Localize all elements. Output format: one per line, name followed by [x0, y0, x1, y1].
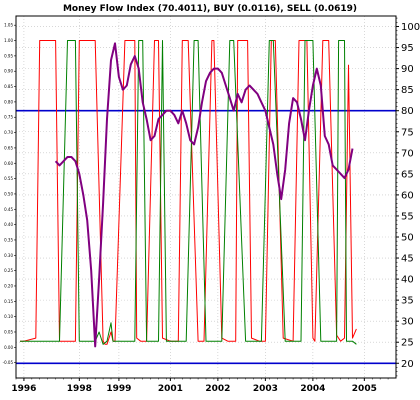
right-tick-label: 45	[401, 254, 414, 265]
right-tick-label: 65	[401, 169, 414, 180]
left-tick-label: 0.10	[4, 314, 13, 319]
right-tick-label: 35	[401, 296, 414, 307]
series-buy-line	[20, 40, 357, 345]
left-tick-label: 1.00	[4, 38, 13, 43]
x-tick-label: 1999	[106, 384, 131, 394]
left-axis: -0.05 0.00 0.05 0.10 0.15 0.20 0.25 0.30 0.35 0.4…	[3, 23, 16, 365]
left-tick-label: 0.90	[4, 69, 13, 74]
series-sell-line	[20, 40, 357, 345]
right-tick-label: 85	[401, 85, 414, 96]
left-tick-label: 0.20	[4, 283, 13, 288]
left-tick-label: 0.25	[4, 268, 13, 273]
x-axis: 1996 1998 1999 2001 2002 2003 2004 2005	[11, 378, 389, 394]
x-tick-label: 2005	[352, 384, 377, 394]
left-tick-label: 0.75	[4, 115, 13, 120]
right-tick-label: 30	[401, 317, 414, 328]
right-tick-label: 20	[401, 359, 414, 370]
left-tick-label: -0.05	[3, 360, 14, 365]
left-tick-label: 0.95	[4, 53, 13, 58]
left-tick-label: 0.60	[4, 161, 13, 166]
left-tick-label: 0.50	[4, 191, 13, 196]
left-tick-label: 0.85	[4, 84, 13, 89]
left-tick-label: 0.80	[4, 99, 13, 104]
x-tick-label: 2004	[300, 384, 325, 394]
right-tick-label: 40	[401, 275, 414, 286]
right-tick-label: 70	[401, 148, 414, 159]
left-tick-label: 0.55	[4, 176, 13, 181]
left-tick-label: 0.35	[4, 237, 13, 242]
left-tick-label: 0.05	[4, 329, 13, 334]
left-tick-label: 0.70	[4, 130, 13, 135]
left-tick-label: 0.30	[4, 253, 13, 258]
right-tick-label: 25	[401, 338, 414, 349]
reference-lines	[16, 109, 396, 365]
right-tick-label: 60	[401, 190, 414, 201]
x-tick-label: 2001	[158, 384, 183, 394]
right-tick-label: 55	[401, 211, 414, 222]
right-tick-label: 90	[401, 64, 414, 75]
left-tick-label: 1.05	[4, 23, 13, 28]
x-tick-label: 1996	[11, 384, 36, 394]
right-axis: 20 25 30 35 40 45 50 55 60 65 70 75 80 85 90 95 100	[396, 17, 420, 377]
series-layer	[20, 40, 357, 348]
left-tick-label: 0.15	[4, 299, 13, 304]
x-tick-label: 1998	[67, 384, 92, 394]
right-tick-label: 100	[401, 22, 420, 33]
left-tick-label: 0.65	[4, 145, 13, 150]
right-tick-label: 50	[401, 232, 414, 243]
series-mfi-line	[54, 42, 354, 348]
right-tick-label: 95	[401, 43, 414, 54]
chart-title: Money Flow Index (70.4011), BUY (0.0116)…	[63, 4, 357, 14]
left-tick-label: 0.00	[4, 345, 13, 350]
right-tick-label: 75	[401, 127, 414, 138]
left-tick-label: 0.40	[4, 222, 13, 227]
right-tick-label: 80	[401, 106, 414, 117]
x-tick-label: 2002	[205, 384, 230, 394]
left-tick-label: 0.45	[4, 207, 13, 212]
x-tick-label: 2003	[253, 384, 278, 394]
